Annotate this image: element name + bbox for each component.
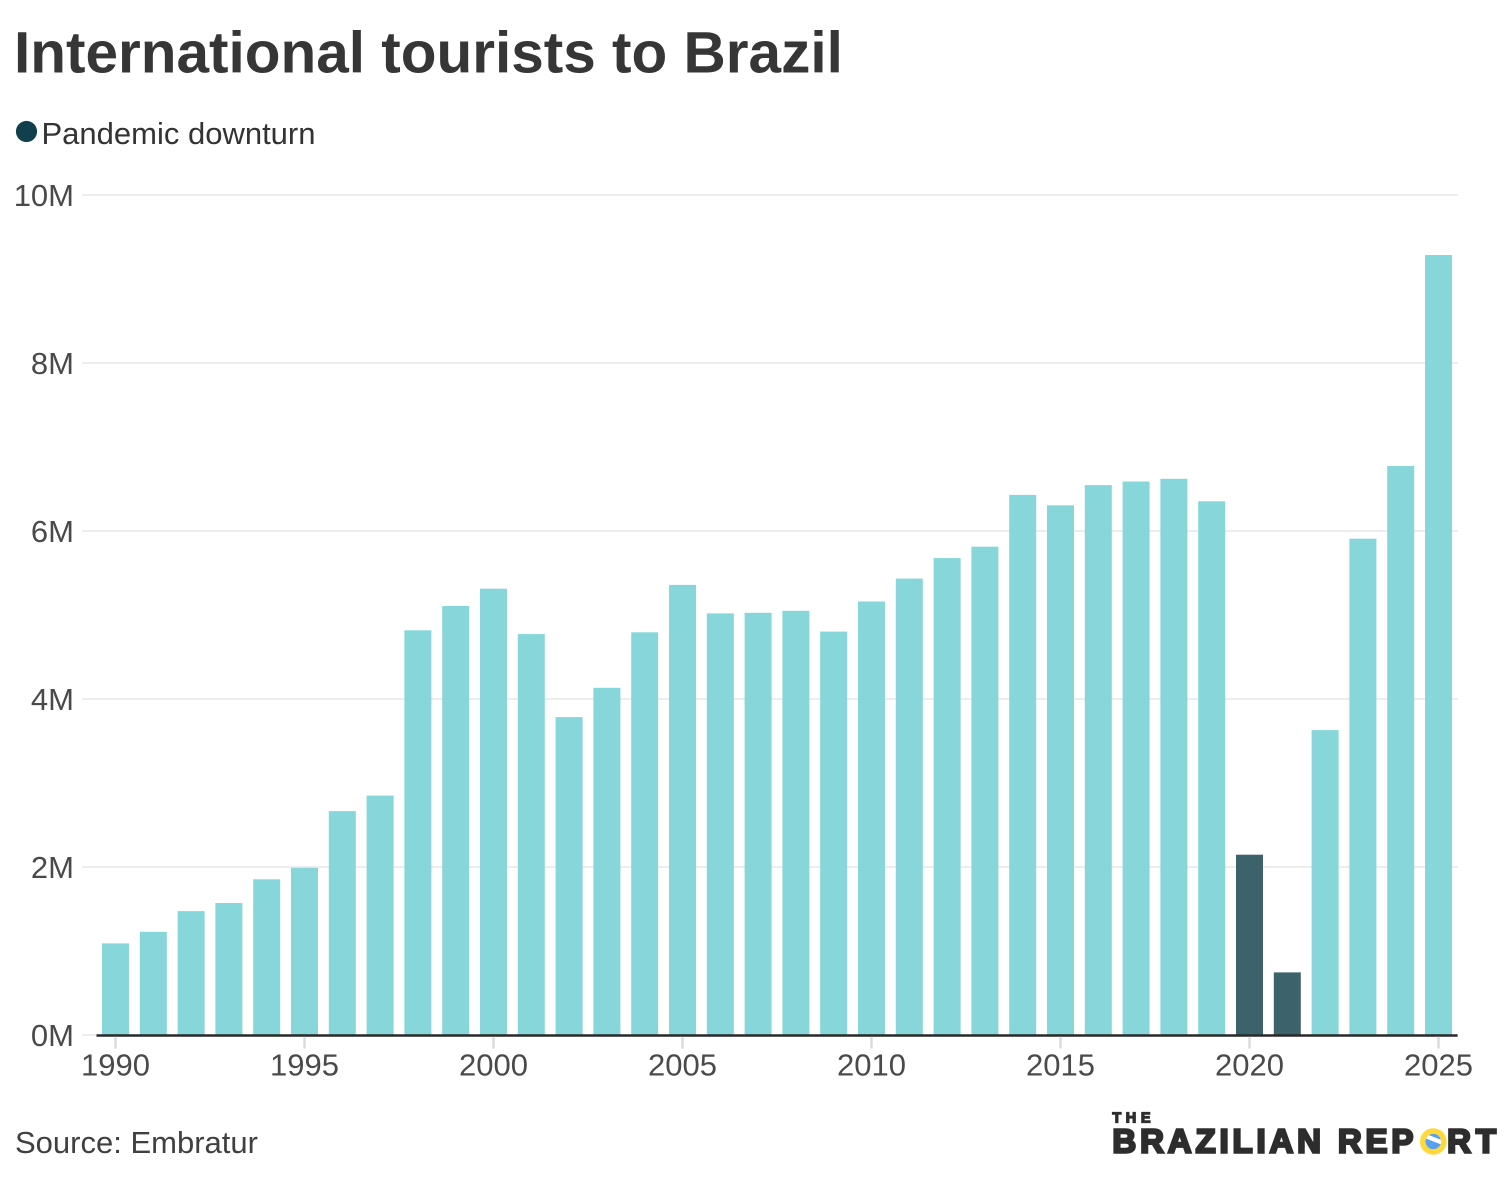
svg-text:2025: 2025 <box>1404 1048 1473 1083</box>
svg-text:2010: 2010 <box>837 1048 906 1083</box>
svg-text:2000: 2000 <box>459 1048 528 1083</box>
svg-text:International tourists to Braz: International tourists to Brazil <box>14 21 843 86</box>
svg-text:1990: 1990 <box>81 1048 150 1083</box>
svg-text:4M: 4M <box>31 682 74 717</box>
svg-text:2020: 2020 <box>1215 1048 1284 1083</box>
svg-text:2015: 2015 <box>1026 1048 1095 1083</box>
svg-text:BRAZILIAN REP: BRAZILIAN REP <box>1112 1123 1413 1160</box>
svg-text:2005: 2005 <box>648 1048 717 1083</box>
svg-text:1995: 1995 <box>270 1048 339 1083</box>
svg-text:0M: 0M <box>31 1018 74 1053</box>
svg-text:6M: 6M <box>31 514 74 549</box>
svg-text:2M: 2M <box>31 850 74 885</box>
svg-text:10M: 10M <box>14 178 74 213</box>
svg-text:8M: 8M <box>31 346 74 381</box>
svg-text:Source: Embratur: Source: Embratur <box>15 1125 258 1160</box>
svg-text:Pandemic downturn: Pandemic downturn <box>42 116 316 151</box>
